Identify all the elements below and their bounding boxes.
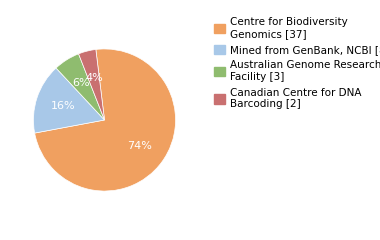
Wedge shape bbox=[35, 49, 176, 191]
Legend: Centre for Biodiversity
Genomics [37], Mined from GenBank, NCBI [8], Australian : Centre for Biodiversity Genomics [37], M… bbox=[214, 17, 380, 109]
Text: 4%: 4% bbox=[85, 73, 103, 83]
Wedge shape bbox=[33, 68, 105, 133]
Text: 74%: 74% bbox=[127, 141, 152, 151]
Text: 16%: 16% bbox=[51, 102, 76, 111]
Wedge shape bbox=[79, 49, 105, 120]
Text: 6%: 6% bbox=[73, 78, 90, 88]
Wedge shape bbox=[56, 54, 105, 120]
